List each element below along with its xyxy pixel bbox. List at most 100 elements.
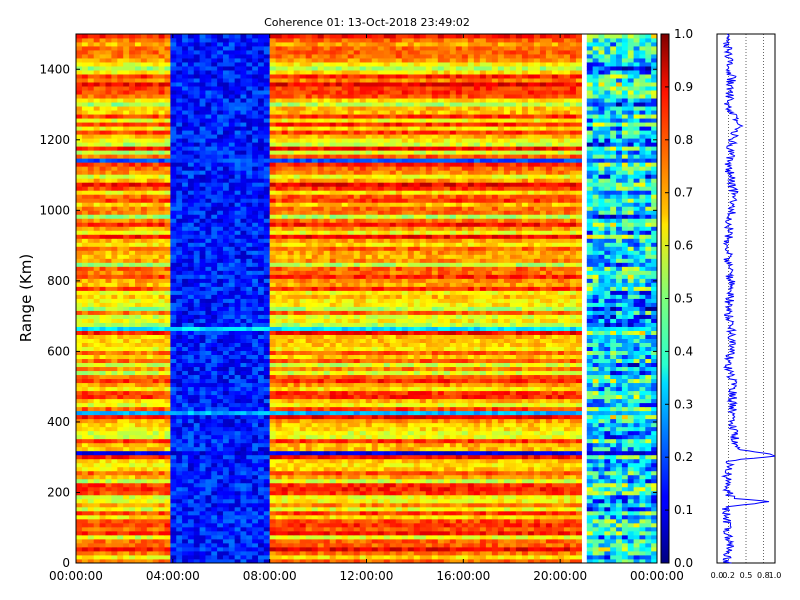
- heatmap-cell: [199, 462, 206, 468]
- heatmap-cell: [263, 346, 271, 351]
- heatmap-cell: [176, 314, 183, 319]
- heatmap-cell: [99, 42, 106, 47]
- heatmap-cell: [252, 486, 259, 492]
- heatmap-cell: [81, 494, 89, 500]
- heatmap-cell: [93, 234, 100, 239]
- heatmap-cell: [135, 114, 142, 119]
- heatmap-cell: [105, 126, 112, 131]
- heatmap-cell: [176, 226, 183, 231]
- heatmap-cell: [222, 158, 230, 163]
- heatmap-cell: [222, 222, 230, 227]
- heatmap-cell: [158, 526, 165, 532]
- heatmap-cell: [193, 438, 201, 444]
- heatmap-cell: [87, 458, 95, 464]
- heatmap-cell: [182, 542, 189, 548]
- heatmap-cell: [170, 38, 177, 43]
- heatmap-cell: [353, 526, 361, 532]
- heatmap-cell: [170, 198, 177, 203]
- heatmap-cell: [234, 162, 241, 167]
- heatmap-cell: [199, 294, 206, 299]
- heatmap-cell: [205, 370, 212, 376]
- heatmap-cell: [199, 114, 206, 119]
- heatmap-cell: [311, 522, 319, 528]
- heatmap-cell: [158, 346, 165, 351]
- heatmap-cell: [193, 278, 201, 283]
- heatmap-cell: [129, 354, 136, 360]
- heatmap-cell: [305, 546, 313, 552]
- heatmap-cell: [199, 482, 206, 488]
- heatmap-cell: [187, 382, 195, 388]
- heatmap-cell: [341, 526, 349, 532]
- heatmap-cell: [111, 506, 118, 512]
- heatmap-cell: [176, 118, 183, 123]
- heatmap-cell: [217, 170, 224, 175]
- heatmap-cell: [170, 382, 177, 388]
- heatmap-cell: [87, 34, 95, 39]
- heatmap-cell: [152, 218, 160, 223]
- heatmap-cell: [117, 186, 124, 191]
- heatmap-cell: [257, 178, 265, 183]
- heatmap-cell: [117, 122, 124, 127]
- heatmap-cell: [176, 362, 183, 368]
- heatmap-cell: [146, 530, 154, 536]
- heatmap-cell: [182, 270, 189, 275]
- heatmap-cell: [252, 94, 259, 99]
- heatmap-cell: [152, 90, 160, 95]
- heatmap-cell: [293, 550, 301, 556]
- heatmap-cell: [503, 522, 511, 528]
- heatmap-cell: [257, 94, 265, 99]
- heatmap-cell: [146, 166, 154, 171]
- heatmap-cell: [257, 350, 265, 356]
- heatmap-cell: [455, 538, 463, 544]
- heatmap-cell: [199, 130, 206, 135]
- heatmap-cell: [263, 422, 271, 428]
- heatmap-cell: [269, 558, 277, 564]
- heatmap-cell: [240, 170, 247, 175]
- heatmap-cell: [81, 198, 89, 203]
- heatmap-cell: [182, 394, 189, 400]
- heatmap-cell: [170, 462, 177, 468]
- heatmap-cell: [123, 426, 130, 432]
- heatmap-cell: [217, 74, 224, 79]
- heatmap-cell: [182, 502, 189, 508]
- heatmap-cell: [205, 142, 212, 147]
- heatmap-cell: [140, 338, 148, 343]
- heatmap-cell: [281, 526, 289, 532]
- heatmap-cell: [76, 526, 83, 532]
- heatmap-cell: [176, 46, 183, 51]
- heatmap-cell: [217, 150, 224, 155]
- heatmap-cell: [81, 42, 89, 47]
- heatmap-cell: [117, 238, 124, 243]
- heatmap-cell: [176, 178, 183, 183]
- heatmap-cell: [76, 130, 83, 135]
- heatmap-cell: [81, 34, 89, 39]
- heatmap-cell: [222, 458, 230, 464]
- heatmap-cell: [93, 54, 100, 59]
- heatmap-cell: [347, 554, 355, 560]
- heatmap-cell: [257, 470, 265, 476]
- heatmap-cell: [170, 94, 177, 99]
- heatmap-cell: [257, 274, 265, 279]
- heatmap-cell: [99, 434, 106, 440]
- heatmap-cell: [111, 222, 118, 227]
- heatmap-cell: [87, 258, 95, 263]
- heatmap-cell: [140, 510, 148, 516]
- heatmap-cell: [76, 518, 83, 524]
- heatmap-cell: [111, 366, 118, 372]
- heatmap-cell: [187, 278, 195, 283]
- heatmap-cell: [164, 286, 171, 291]
- heatmap-cell: [228, 358, 236, 364]
- heatmap-cell: [105, 178, 112, 183]
- heatmap-cell: [99, 486, 106, 492]
- heatmap-cell: [87, 94, 95, 99]
- heatmap-cell: [99, 246, 106, 251]
- heatmap-cell: [158, 62, 165, 67]
- heatmap-cell: [117, 194, 124, 199]
- heatmap-cell: [140, 166, 148, 171]
- heatmap-cell: [467, 518, 475, 524]
- heatmap-cell: [252, 206, 259, 211]
- heatmap-cell: [473, 546, 481, 552]
- heatmap-cell: [152, 42, 160, 47]
- heatmap-cell: [240, 302, 247, 307]
- heatmap-cell: [99, 378, 106, 384]
